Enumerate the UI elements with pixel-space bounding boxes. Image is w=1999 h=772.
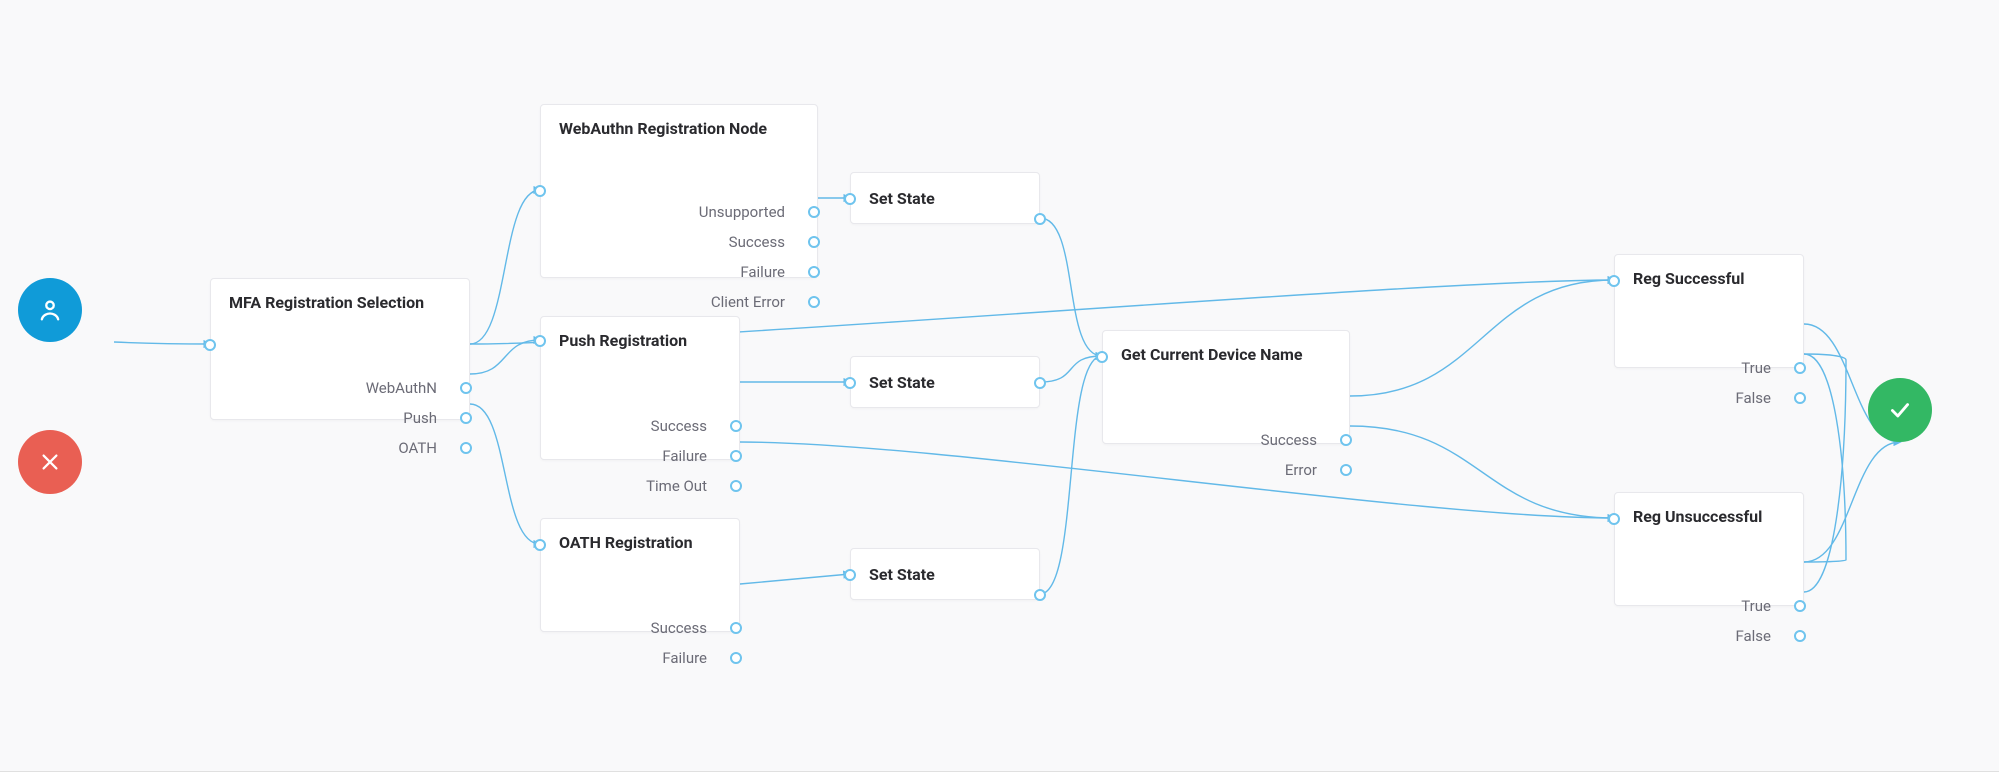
- node-reg-successful[interactable]: Reg Successful TrueFalse: [1614, 254, 1804, 368]
- node-title: Get Current Device Name: [1103, 331, 1349, 374]
- output-row: Failure: [559, 643, 735, 673]
- output-port[interactable]: [1794, 630, 1806, 642]
- output-row: WebAuthN: [229, 373, 465, 403]
- output-port[interactable]: [1034, 213, 1046, 225]
- output-label: True: [1741, 359, 1771, 377]
- output-row: Success: [559, 227, 813, 257]
- fail-node[interactable]: [18, 430, 82, 494]
- output-port[interactable]: [730, 420, 742, 432]
- node-title: Set State: [851, 357, 1039, 408]
- node-title: Set State: [851, 549, 1039, 600]
- node-title: Push Registration: [541, 317, 739, 360]
- output-port[interactable]: [808, 296, 820, 308]
- output-row: Client Error: [559, 287, 813, 317]
- input-port[interactable]: [844, 569, 856, 581]
- output-label: Client Error: [711, 293, 785, 311]
- input-port[interactable]: [844, 193, 856, 205]
- output-label: WebAuthN: [366, 379, 437, 397]
- output-label: Success: [651, 619, 707, 637]
- output-label: Failure: [662, 447, 707, 465]
- node-webauthn-registration[interactable]: WebAuthn Registration Node Unsupported Su…: [540, 104, 818, 278]
- output-port[interactable]: [730, 480, 742, 492]
- output-row: Success: [559, 613, 735, 643]
- output-row: Failure: [559, 257, 813, 287]
- output-row: Error: [1121, 455, 1345, 485]
- output-row: False: [1633, 383, 1799, 413]
- output-port[interactable]: [1794, 392, 1806, 404]
- input-port[interactable]: [534, 335, 546, 347]
- output-label: Failure: [662, 649, 707, 667]
- output-port[interactable]: [730, 622, 742, 634]
- output-label: True: [1741, 597, 1771, 615]
- success-node[interactable]: [1868, 378, 1932, 442]
- input-port[interactable]: [1608, 513, 1620, 525]
- node-mfa-selection[interactable]: MFA Registration Selection WebAuthNPushO…: [210, 278, 470, 420]
- close-icon: [39, 451, 61, 473]
- output-label: False: [1735, 627, 1771, 645]
- output-label: OATH: [398, 439, 437, 457]
- flow-canvas: MFA Registration Selection WebAuthN Push O…: [0, 0, 1999, 771]
- output-label: Success: [729, 233, 785, 251]
- output-port[interactable]: [460, 442, 472, 454]
- node-oath-registration[interactable]: OATH Registration SuccessFailure: [540, 518, 740, 632]
- node-set-state-1[interactable]: Set State: [850, 172, 1040, 224]
- output-port[interactable]: [1034, 589, 1046, 601]
- input-port[interactable]: [844, 377, 856, 389]
- output-port[interactable]: [730, 450, 742, 462]
- output-row: Unsupported: [559, 197, 813, 227]
- output-label: Failure: [740, 263, 785, 281]
- input-port[interactable]: [1096, 351, 1108, 363]
- input-port[interactable]: [534, 539, 546, 551]
- output-row: True: [1633, 353, 1799, 383]
- output-label: Push: [403, 409, 437, 427]
- output-row: True: [1633, 591, 1799, 621]
- output-row: Time Out: [559, 471, 735, 501]
- output-port[interactable]: [1340, 434, 1352, 446]
- output-port[interactable]: [808, 206, 820, 218]
- output-label: False: [1735, 389, 1771, 407]
- node-push-registration[interactable]: Push Registration SuccessFailureTime Out: [540, 316, 740, 460]
- output-port[interactable]: [808, 266, 820, 278]
- node-title: MFA Registration Selection: [211, 279, 469, 322]
- input-port[interactable]: [1608, 275, 1620, 287]
- output-row: Success: [559, 411, 735, 441]
- node-get-device-name[interactable]: Get Current Device Name SuccessError: [1102, 330, 1350, 444]
- node-title: Reg Successful: [1615, 255, 1803, 298]
- output-label: Unsupported: [699, 203, 785, 221]
- start-node[interactable]: [18, 278, 82, 342]
- output-port[interactable]: [1794, 362, 1806, 374]
- output-row: OATH: [229, 433, 465, 463]
- output-port[interactable]: [460, 382, 472, 394]
- output-label: Success: [651, 417, 707, 435]
- output-port[interactable]: [460, 412, 472, 424]
- output-port[interactable]: [730, 652, 742, 664]
- output-label: Time Out: [646, 477, 707, 495]
- node-title: OATH Registration: [541, 519, 739, 562]
- node-title: WebAuthn Registration Node: [541, 105, 817, 148]
- output-label: Success: [1261, 431, 1317, 449]
- output-row: False: [1633, 621, 1799, 651]
- output-row: Push: [229, 403, 465, 433]
- node-title: Set State: [851, 173, 1039, 224]
- node-set-state-3[interactable]: Set State: [850, 548, 1040, 600]
- output-label: Error: [1285, 461, 1317, 479]
- node-set-state-2[interactable]: Set State: [850, 356, 1040, 408]
- person-icon: [36, 296, 64, 324]
- output-port[interactable]: [1340, 464, 1352, 476]
- node-title: Reg Unsuccessful: [1615, 493, 1803, 536]
- output-port[interactable]: [808, 236, 820, 248]
- output-row: Success: [1121, 425, 1345, 455]
- output-row: Failure: [559, 441, 735, 471]
- output-port[interactable]: [1034, 377, 1046, 389]
- output-port[interactable]: [1794, 600, 1806, 612]
- node-reg-unsuccessful[interactable]: Reg Unsuccessful TrueFalse: [1614, 492, 1804, 606]
- check-icon: [1887, 397, 1913, 423]
